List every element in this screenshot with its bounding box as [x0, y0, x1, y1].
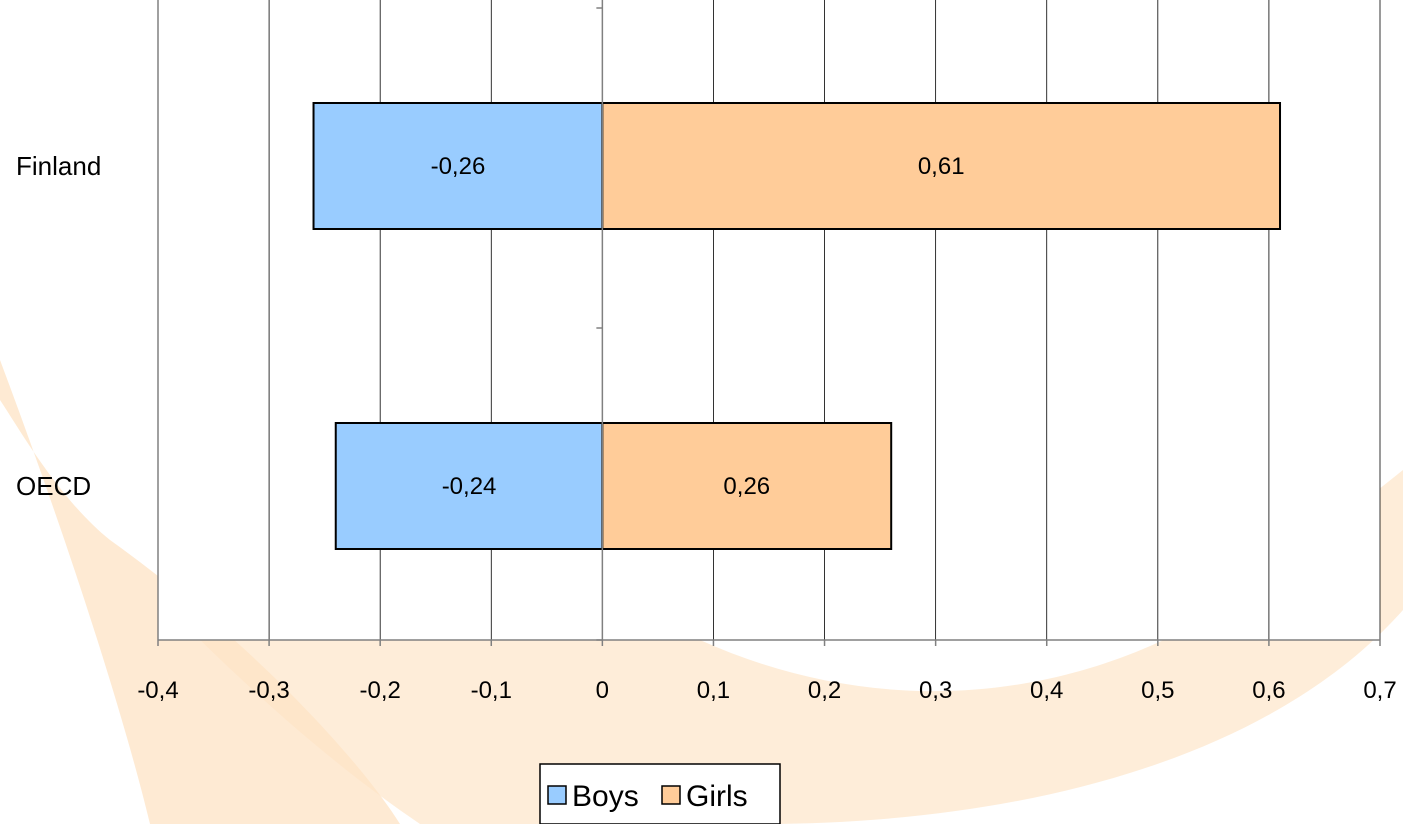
x-tick-label-10: 0,6 [1252, 677, 1285, 704]
bar-label-girls-finland: 0,61 [918, 153, 965, 180]
category-labels: Finland OECD [16, 151, 101, 501]
legend-swatch-boys [547, 785, 567, 805]
x-tick-label-11: 0,7 [1363, 677, 1396, 704]
legend: Boys Girls [539, 763, 781, 824]
x-tick-label-6: 0,2 [808, 677, 841, 704]
bar-label-boys-finland: -0,26 [431, 153, 486, 180]
background-swoosh-bottom [180, 470, 1403, 824]
x-tick-label-5: 0,1 [697, 677, 730, 704]
x-tick-label-4: 0 [596, 677, 609, 704]
x-tick-labels: -0,4 -0,3 -0,2 -0,1 0 0,1 0,2 0,3 0,4 0,5 0,6 0,7 [137, 677, 1396, 704]
bar-label-boys-oecd: -0,24 [442, 473, 497, 500]
bars: -0,26 0,61 -0,24 0,26 [312, 102, 1282, 550]
x-tick-label-9: 0,5 [1141, 677, 1174, 704]
x-tick-label-7: 0,3 [919, 677, 952, 704]
x-tick-label-2: -0,2 [360, 677, 401, 704]
legend-swatch-girls [661, 785, 681, 805]
bar-girls-finland [601, 102, 1282, 230]
legend-label-boys: Boys [572, 780, 639, 813]
x-tick-label-0: -0,4 [137, 677, 178, 704]
x-tick-label-8: 0,4 [1030, 677, 1063, 704]
legend-label-girls: Girls [686, 780, 748, 813]
bar-boys-oecd [334, 422, 604, 550]
x-tick-label-1: -0,3 [248, 677, 289, 704]
category-label-finland: Finland [16, 151, 101, 181]
category-label-oecd: OECD [16, 471, 91, 501]
legend-box [539, 763, 781, 824]
bar-girls-oecd [601, 422, 893, 550]
axes [157, 0, 1381, 646]
bar-boys-finland [312, 102, 604, 230]
bar-label-girls-oecd: 0,26 [723, 473, 770, 500]
x-tick-label-3: -0,1 [471, 677, 512, 704]
